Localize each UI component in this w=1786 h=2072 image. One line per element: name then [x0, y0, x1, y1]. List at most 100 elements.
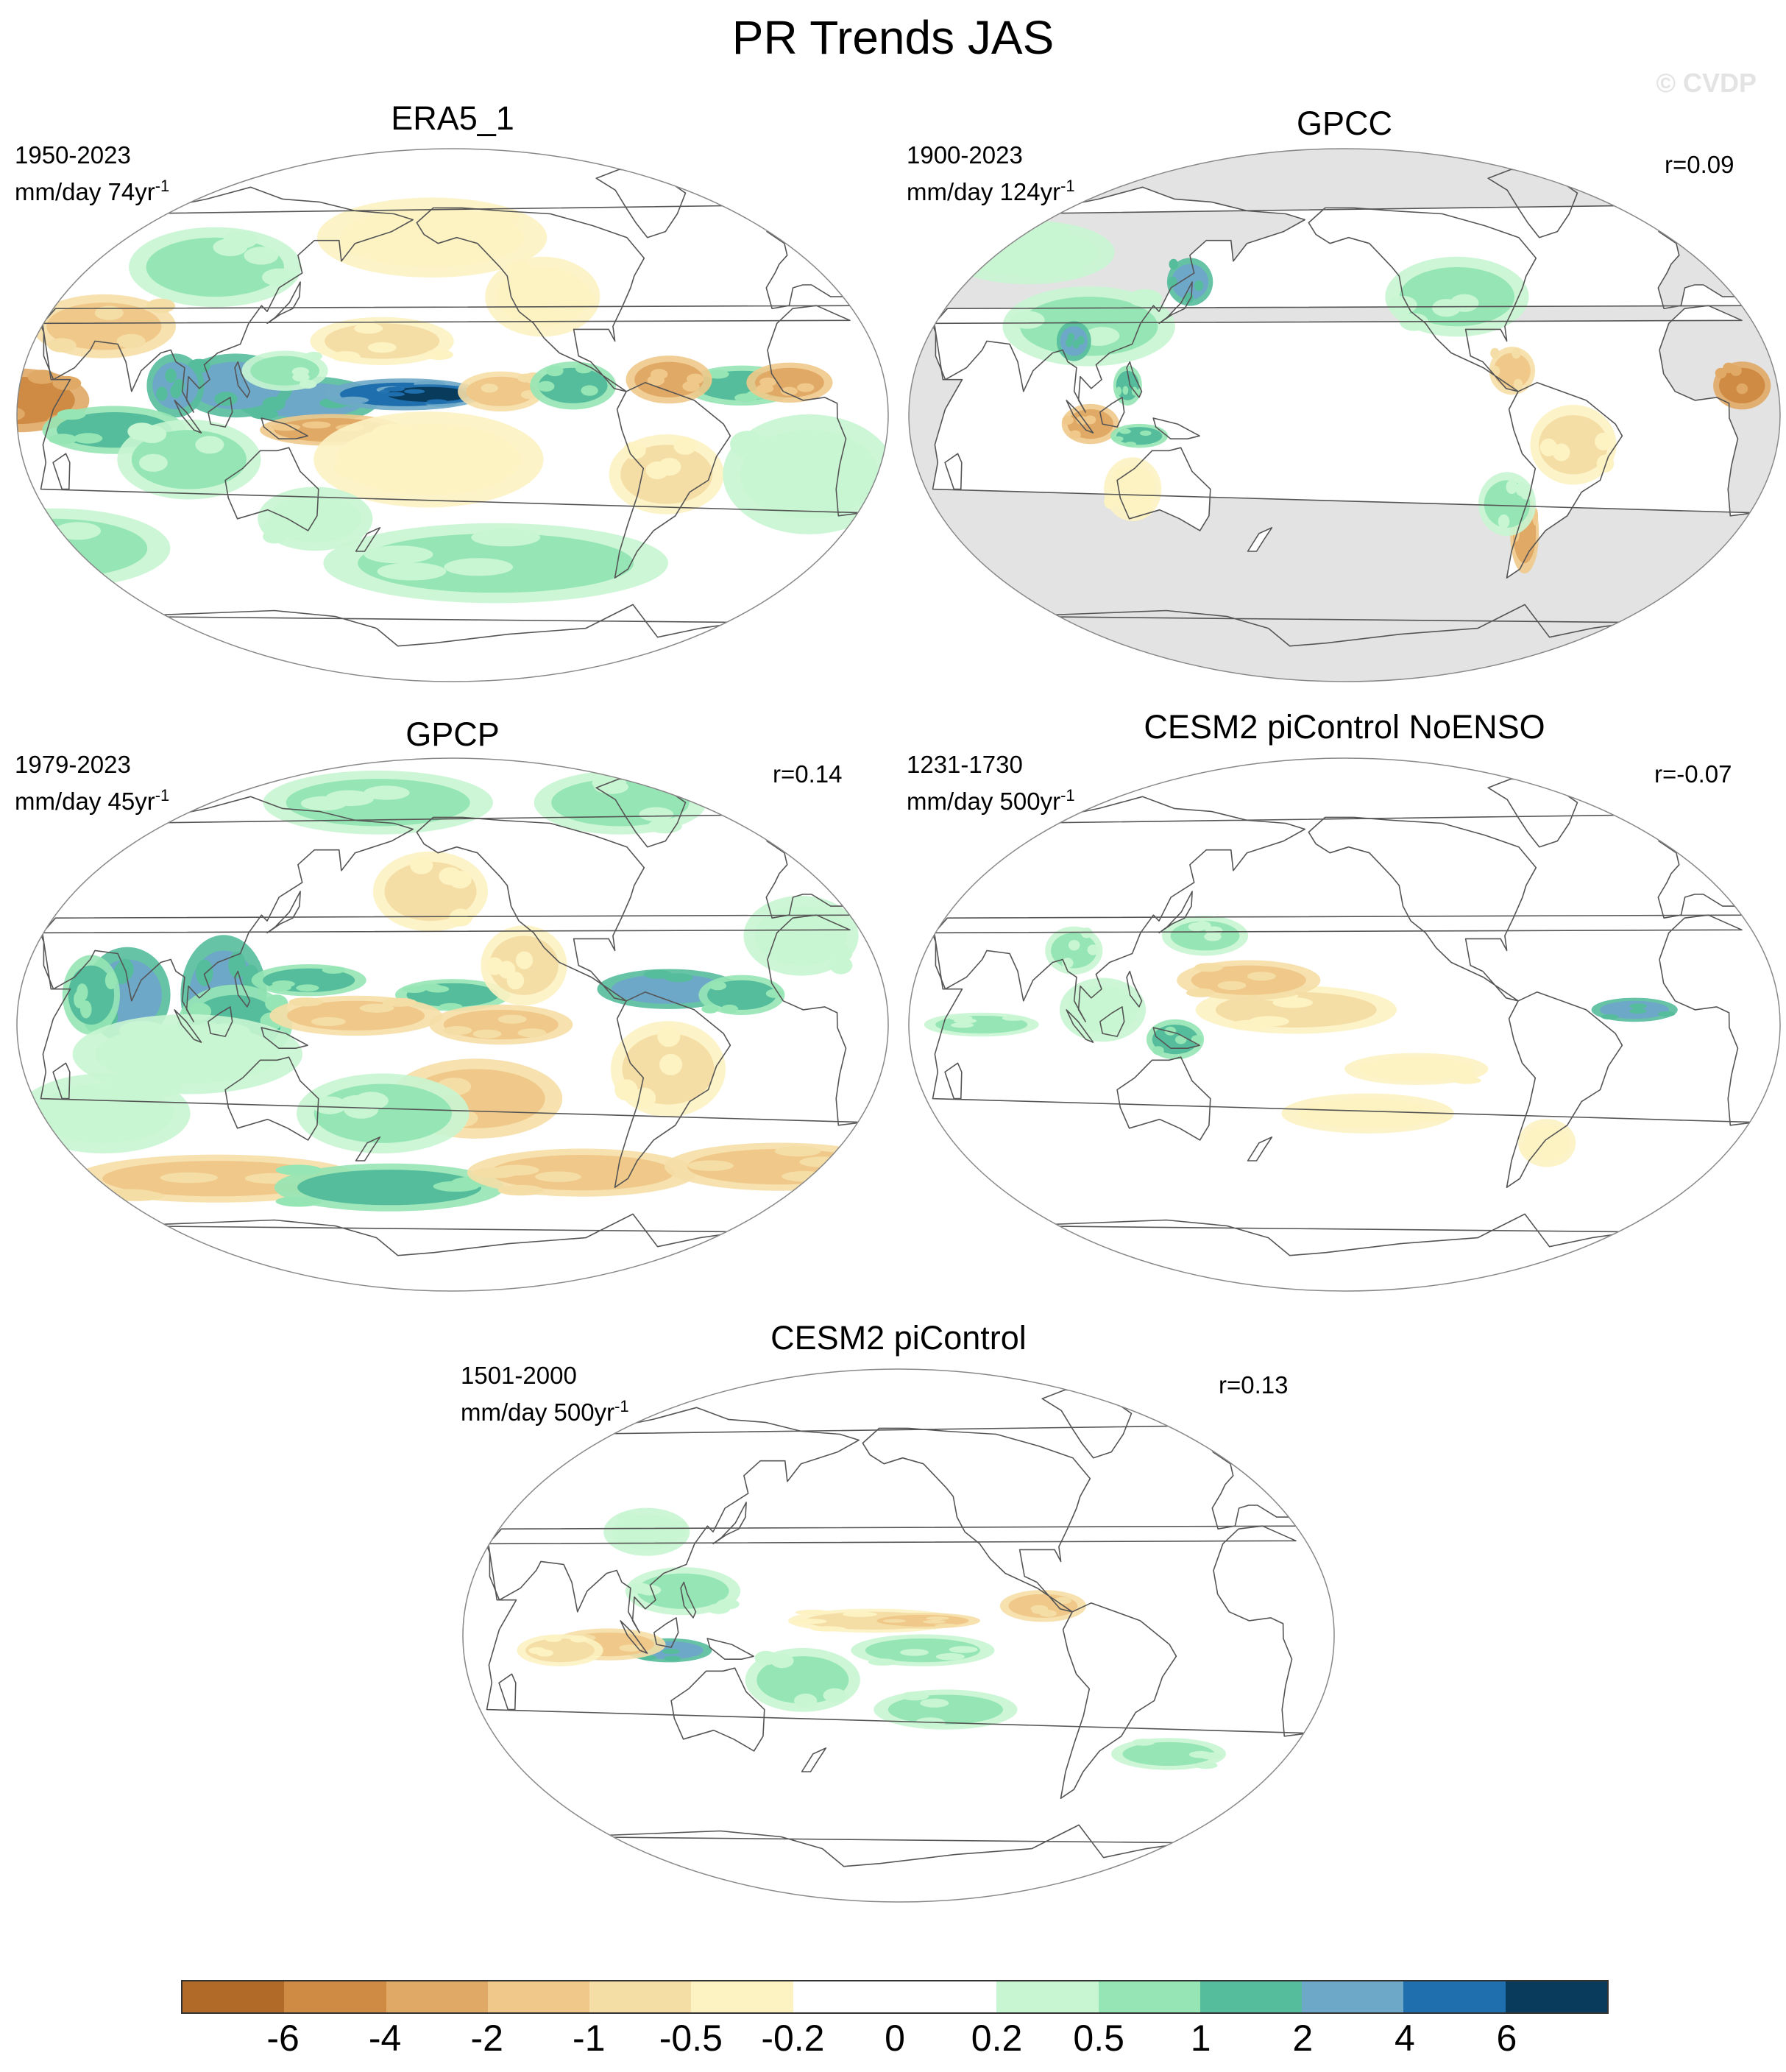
coastline-north-america — [1308, 207, 1537, 392]
map-era5 — [16, 148, 889, 682]
colorbar-swatch — [1199, 1981, 1303, 2012]
coastline-sumatra — [174, 1009, 202, 1043]
trend-contour — [1132, 1739, 1155, 1746]
trend-contour — [706, 370, 729, 379]
trend-contour — [1194, 963, 1224, 972]
trend-contour — [823, 1688, 846, 1702]
trend-contour — [490, 1155, 674, 1191]
trend-contour — [493, 1164, 539, 1175]
coastline-sumatra — [620, 1620, 648, 1654]
trend-contour — [47, 338, 77, 353]
trend-contour — [673, 436, 697, 455]
trend-contour — [17, 538, 39, 556]
colorbar-tick-label: 6 — [1496, 2018, 1517, 2059]
trend-contour — [664, 973, 693, 983]
colorbar-tick-label: 1 — [1190, 2018, 1211, 2059]
trend-contour — [1023, 265, 1057, 280]
coastline-new-zealand — [1247, 1136, 1273, 1161]
coastline-africa — [39, 305, 863, 517]
trend-field — [17, 169, 888, 647]
trend-contour — [443, 1026, 472, 1035]
panel-info-picontrol: 1501-2000 mm/day 500yr-1 — [461, 1360, 629, 1428]
trend-contour — [299, 379, 317, 389]
trend-contour — [416, 436, 462, 459]
trend-contour — [842, 1611, 877, 1617]
panel-info-era5: 1950-2023 mm/day 74yr-1 — [15, 140, 169, 208]
trend-contour — [223, 230, 258, 249]
coastline-north-america — [862, 1427, 1091, 1613]
trend-contour — [497, 1184, 545, 1196]
trend-contour — [1127, 289, 1163, 308]
trend-contour — [887, 1694, 1003, 1725]
panel-info-gpcp: 1979-2023 mm/day 45yr-1 — [15, 749, 169, 817]
trend-contour — [288, 997, 324, 1007]
colorbar-tick-label: -2 — [470, 2018, 503, 2059]
trend-contour — [1384, 1118, 1419, 1127]
trend-contour — [774, 1145, 821, 1157]
colorbar-tick-label: 0 — [885, 2018, 905, 2059]
trend-contour — [336, 396, 369, 404]
colorbar-swatch — [894, 1981, 997, 2012]
coastline-new-zealand — [801, 1747, 827, 1772]
trend-contour — [1506, 479, 1518, 495]
trend-contour — [951, 1022, 974, 1028]
trend-contour — [1077, 336, 1085, 345]
trend-contour — [795, 1610, 830, 1616]
coastline-japan — [712, 1502, 747, 1545]
coastline-borneo — [1099, 1006, 1125, 1037]
trend-contour — [868, 1658, 897, 1666]
land-madagascar — [945, 453, 962, 489]
trend-contour — [1596, 454, 1615, 473]
coastline-new-zealand — [1247, 527, 1273, 552]
trend-contour — [765, 989, 784, 998]
trend-contour — [1068, 940, 1080, 951]
trend-contour — [48, 434, 77, 445]
colorbar-tick-label: -1 — [573, 2018, 606, 2059]
coastline-sumatra — [1066, 1009, 1094, 1043]
colorbar-swatch — [1505, 1981, 1607, 2012]
trend-contour — [156, 386, 168, 401]
trend-contour — [537, 381, 555, 392]
units-label: mm/day 45yr-1 — [15, 786, 170, 815]
trend-contour — [1199, 1752, 1223, 1760]
coastline-new-zealand — [355, 1136, 381, 1161]
trend-contour — [900, 1691, 929, 1701]
trend-contour — [104, 971, 117, 990]
trend-contour — [1083, 1005, 1101, 1020]
trend-contour — [1657, 1011, 1676, 1017]
trend-contour — [658, 458, 681, 476]
trend-contour — [1546, 1126, 1559, 1137]
trend-contour — [228, 951, 246, 978]
trend-contour — [1002, 1015, 1025, 1021]
trend-contour — [1525, 1135, 1537, 1147]
trend-contour — [926, 1616, 949, 1620]
correlation-label-gpcc: r=0.09 — [1665, 151, 1734, 178]
trend-contour — [662, 1649, 680, 1655]
trend-contour — [1168, 276, 1177, 288]
trend-contour — [528, 1647, 546, 1655]
trend-contour — [444, 558, 514, 576]
trend-field — [18, 770, 888, 1256]
colorbar-swatch — [996, 1981, 1099, 2012]
map-border — [16, 757, 889, 1292]
correlation-label-noenso: r=-0.07 — [1654, 760, 1732, 788]
figure-title: PR Trends JAS — [731, 11, 1055, 64]
trend-contour — [196, 959, 213, 986]
trend-contour — [1164, 1026, 1177, 1036]
colorbar-tick-label: -0.5 — [659, 2018, 723, 2059]
trend-contour — [545, 1635, 562, 1642]
colorbar — [181, 1980, 1609, 2014]
correlation-label-gpcp: r=0.14 — [773, 760, 843, 788]
trend-contour — [448, 870, 472, 889]
trend-contour — [272, 423, 300, 431]
trend-contour — [617, 1512, 635, 1523]
land-new-zealand — [1247, 527, 1272, 551]
trend-contour — [517, 1028, 547, 1038]
colorbar-swatch — [1302, 1981, 1404, 2012]
panel-info-gpcc: 1900-2023 mm/day 124yr-1 — [907, 140, 1075, 208]
trend-contour — [900, 1649, 929, 1656]
trend-contour — [1358, 1057, 1474, 1081]
trend-contour — [1084, 415, 1096, 425]
trend-contour — [308, 523, 332, 538]
trend-contour — [471, 528, 541, 547]
